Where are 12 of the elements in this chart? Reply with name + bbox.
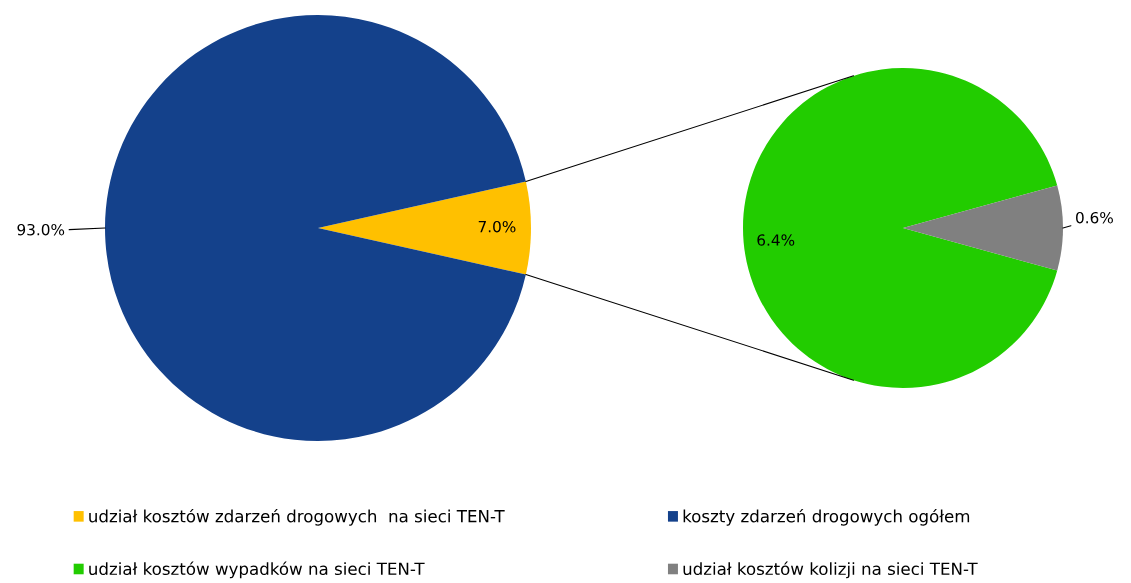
pie-slice — [743, 68, 1058, 388]
legend-label: udział kosztów zdarzeń drogowych na sieci TEN-T — [89, 508, 505, 526]
data-label: 7.0% — [478, 220, 516, 233]
pie-slice — [318, 181, 531, 275]
data-label: 0.6% — [1076, 211, 1113, 224]
legend-label: koszty zdarzeń drogowych ogółem — [683, 508, 970, 526]
data-label: 93.0% — [17, 223, 65, 236]
pie-slice — [105, 15, 526, 441]
pie-slice — [903, 185, 1063, 271]
legend-label: udział kosztów kolizji na sieci TEN-T — [683, 561, 978, 579]
legend-label: udział kosztów wypadków na sieci TEN-T — [89, 561, 425, 579]
data-label: 6.4% — [757, 234, 795, 246]
